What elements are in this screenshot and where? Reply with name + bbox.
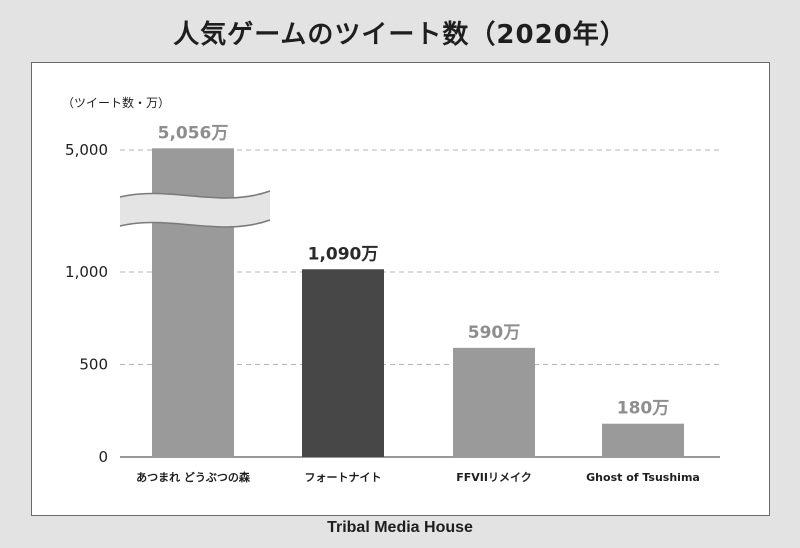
- data-label: 1,090万: [308, 244, 379, 264]
- data-label: 5,056万: [158, 123, 229, 143]
- x-tick-label: FFVIIリメイク: [456, 471, 532, 484]
- y-tick-label: 5,000: [65, 141, 108, 159]
- data-label: 180万: [617, 399, 670, 419]
- y-tick-label: 500: [79, 356, 108, 374]
- axis-break-line: [119, 190, 271, 199]
- axis-break-band: [120, 191, 270, 227]
- bar: [453, 347, 535, 457]
- y-tick-label: 1,000: [65, 263, 108, 281]
- data-label: 590万: [468, 323, 521, 343]
- bar: [602, 423, 684, 457]
- x-tick-label: フォートナイト: [305, 471, 382, 484]
- source-credit: Tribal Media House: [327, 519, 473, 536]
- axis-break-line: [119, 219, 271, 228]
- x-tick-label: あつまれ どうぶつの森: [136, 470, 251, 484]
- y-tick-label: 0: [98, 448, 108, 466]
- y-axis-label: （ツイート数・万）: [62, 95, 170, 110]
- bar: [302, 269, 384, 457]
- x-tick-label: Ghost of Tsushima: [586, 471, 700, 484]
- chart-title: 人気ゲームのツイート数（2020年）: [173, 20, 627, 50]
